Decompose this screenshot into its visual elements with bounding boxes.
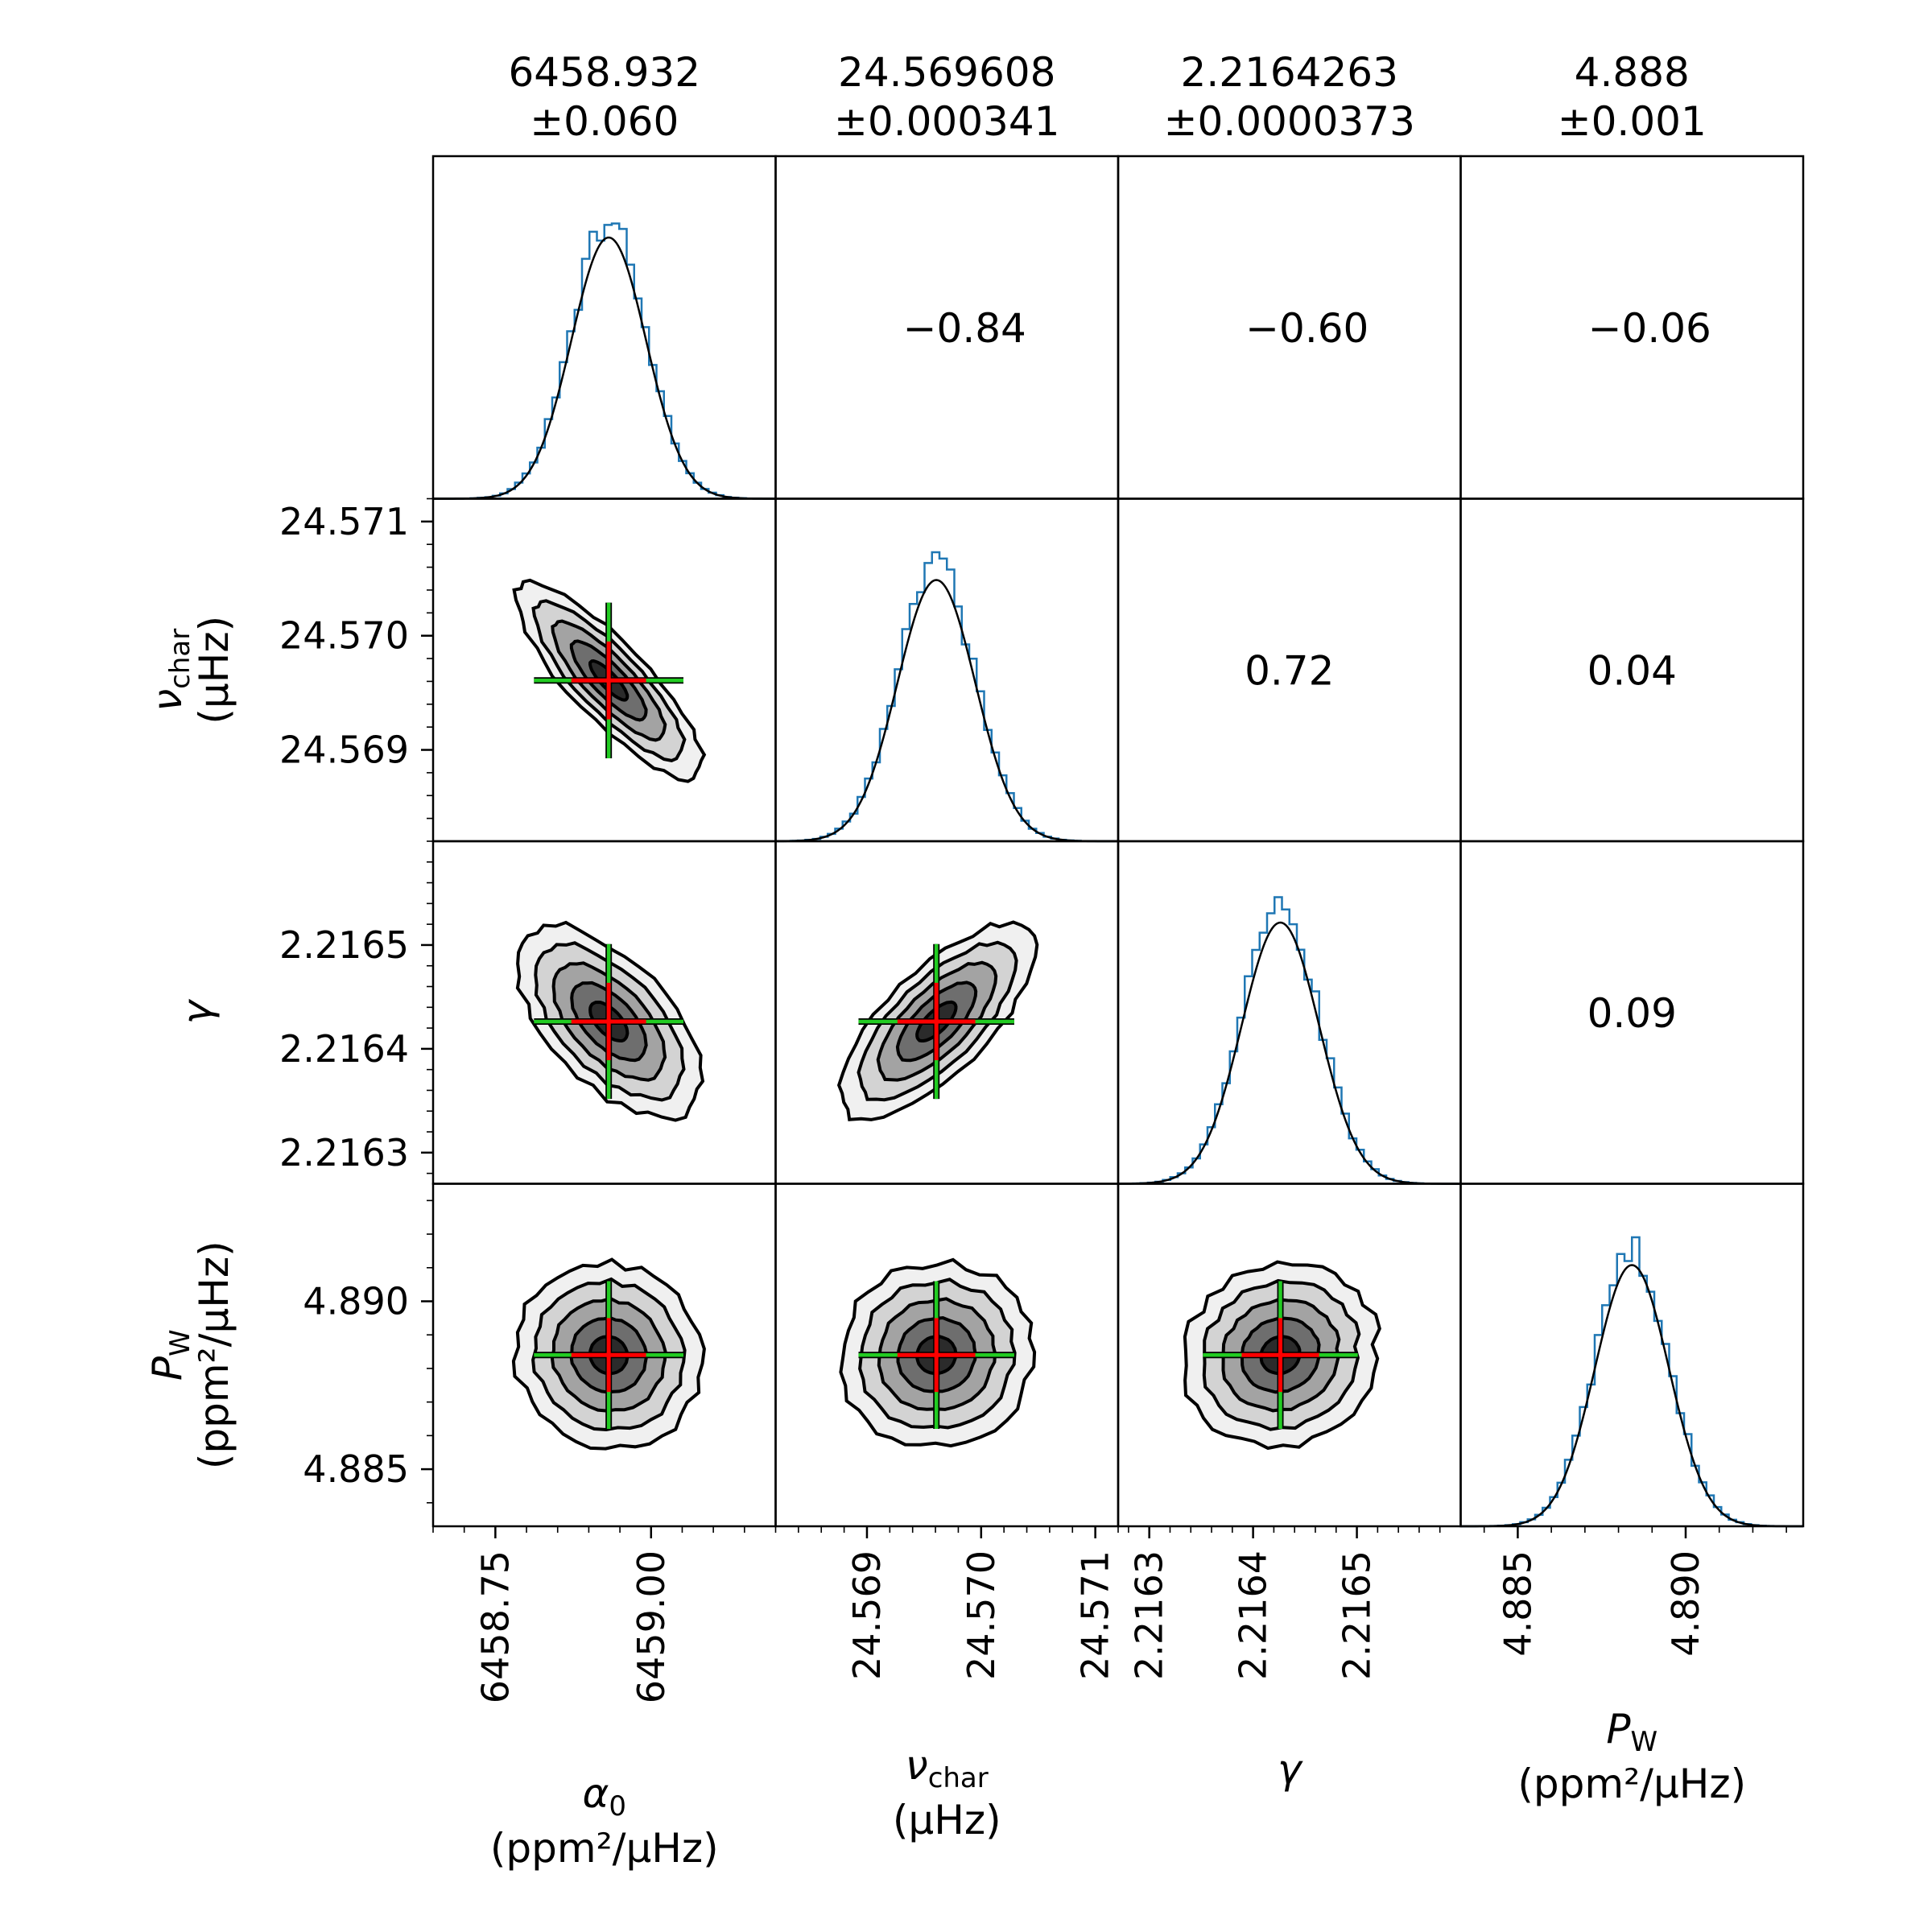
x-tick-label-gamma: 2.2164 (1232, 1550, 1275, 1680)
y-tick-label-gamma: 2.2164 (279, 1027, 409, 1071)
y-axis-label-P_W: PW (144, 1329, 196, 1381)
correlation-label-0-1: −0.84 (903, 305, 1026, 352)
y-axis-label-nu_char: νchar (144, 629, 196, 712)
y-axis-unit-P_W: (ppm²/μHz) (191, 1241, 237, 1469)
title-value-P_W: 4.888 (1575, 49, 1690, 96)
cell-1-1 (774, 497, 1120, 843)
title-error-gamma: ±0.0000373 (1164, 98, 1415, 145)
cell-2-0 (431, 840, 777, 1185)
gaussian-fit-P_W (1460, 1264, 1803, 1528)
correlation-label-0-3: −0.06 (1588, 305, 1711, 352)
correlation-label-1-2: 0.72 (1245, 647, 1334, 694)
histogram-nu_char (774, 551, 1118, 843)
x-axis-label-nu_char: νchar (906, 1742, 989, 1794)
y-tick-label-nu_char: 24.569 (279, 729, 409, 772)
title-error-alpha0: ±0.060 (530, 98, 679, 145)
x-axis-label-alpha0: α0 (582, 1770, 626, 1823)
cell-1-3: 0.04 (1459, 497, 1805, 843)
x-axis-label-P_W: PW (1606, 1706, 1657, 1758)
title-error-nu_char: ±0.000341 (834, 98, 1059, 145)
x-axis-unit-alpha0: (ppm²/μHz) (490, 1825, 719, 1872)
x-tick-label-nu_char: 24.569 (845, 1550, 889, 1680)
cell-3-0 (431, 1183, 777, 1528)
gaussian-fit-alpha0 (432, 236, 776, 500)
x-axis-unit-nu_char: (μHz) (893, 1797, 1001, 1843)
title-value-nu_char: 24.569608 (838, 49, 1055, 96)
y-tick-label-P_W: 4.890 (303, 1280, 409, 1323)
cell-2-3: 0.09 (1459, 840, 1805, 1185)
cell-1-2: 0.72 (1117, 497, 1462, 843)
title-value-gamma: 2.2164263 (1181, 49, 1398, 96)
x-tick-label-nu_char: 24.571 (1074, 1550, 1117, 1680)
cell-1-0 (431, 497, 777, 843)
y-tick-label-nu_char: 24.570 (279, 614, 409, 658)
correlation-label-2-3: 0.09 (1587, 990, 1677, 1037)
cell-frame (1117, 840, 1462, 1185)
y-tick-label-P_W: 4.885 (303, 1447, 409, 1491)
x-tick-label-P_W: 4.890 (1664, 1550, 1707, 1657)
cell-0-2: −0.60 (1117, 155, 1462, 500)
x-tick-label-gamma: 2.2165 (1335, 1550, 1379, 1680)
x-tick-label-alpha0: 6459.00 (630, 1550, 673, 1703)
correlation-label-1-3: 0.04 (1587, 647, 1677, 694)
x-tick-label-nu_char: 24.570 (960, 1550, 1003, 1680)
cell-frame (431, 155, 777, 500)
y-tick-label-gamma: 2.2163 (279, 1131, 409, 1174)
cell-0-1: −0.84 (774, 155, 1120, 500)
y-tick-label-nu_char: 24.571 (279, 500, 409, 543)
title-value-alpha0: 6458.932 (508, 49, 700, 96)
x-tick-label-P_W: 4.885 (1496, 1550, 1539, 1657)
y-axis-unit-nu_char: (μHz) (191, 616, 237, 724)
x-axis-label-gamma: γ (1278, 1746, 1303, 1793)
cell-0-3: −0.06 (1459, 155, 1805, 500)
cell-2-2 (1117, 840, 1462, 1185)
correlation-label-0-2: −0.60 (1245, 305, 1368, 352)
x-tick-label-alpha0: 6458.75 (473, 1550, 517, 1703)
cell-3-2 (1117, 1183, 1462, 1528)
cell-frame (1459, 1183, 1805, 1528)
y-tick-label-gamma: 2.2165 (279, 923, 409, 967)
cell-0-0 (431, 155, 777, 500)
cell-3-1 (774, 1183, 1120, 1528)
y-axis-label-gamma: γ (174, 999, 221, 1025)
histogram-P_W (1459, 1236, 1803, 1528)
cell-2-1 (774, 840, 1120, 1185)
title-error-P_W: ±0.001 (1558, 98, 1707, 145)
gaussian-fit-nu_char (775, 579, 1118, 843)
cell-frame (774, 497, 1120, 843)
histogram-alpha0 (431, 222, 776, 500)
cell-3-3 (1459, 1183, 1805, 1528)
gaussian-fit-gamma (1117, 921, 1461, 1185)
x-axis-unit-P_W: (ppm²/μHz) (1517, 1761, 1746, 1807)
x-tick-label-gamma: 2.2163 (1128, 1550, 1171, 1680)
histogram-gamma (1117, 896, 1461, 1185)
